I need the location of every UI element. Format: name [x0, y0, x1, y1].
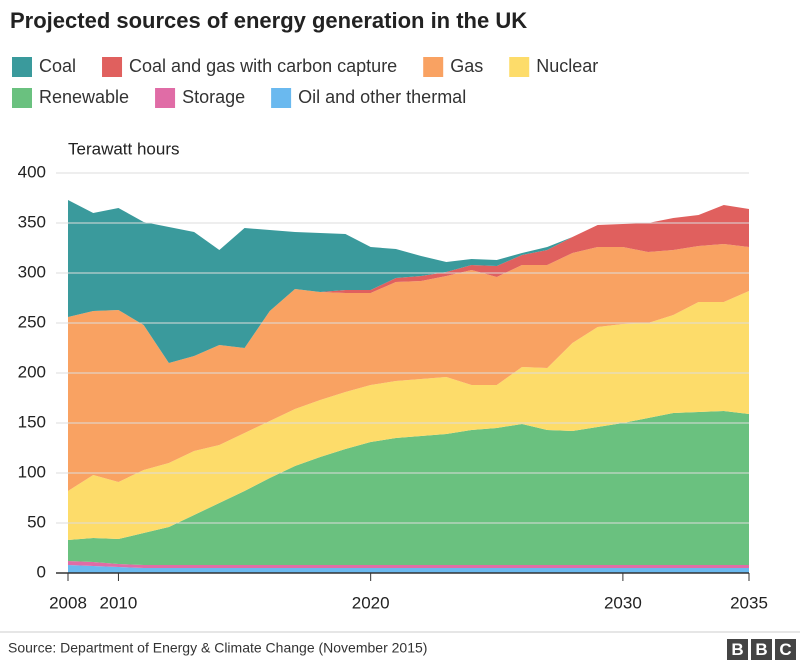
legend-label: Nuclear: [536, 56, 598, 76]
legend-label: Oil and other thermal: [298, 87, 466, 107]
area: [68, 561, 749, 568]
legend-swatch: [423, 57, 444, 77]
legend-swatch: [12, 88, 32, 108]
logo-box: [751, 639, 772, 660]
source: Source: Department of Energy & Climate C…: [8, 640, 427, 656]
legend-swatch: [155, 88, 176, 108]
y-tick-label: 250: [18, 312, 46, 331]
y-tick-label: 300: [18, 262, 46, 281]
y-axis-label: Terawatt hours: [68, 139, 180, 158]
legend-swatch: [271, 88, 292, 108]
y-tick-label: 100: [18, 462, 46, 481]
y-tick-label: 150: [18, 412, 46, 431]
x-tick-label: 2008: [49, 593, 87, 612]
legend-label: Gas: [450, 56, 483, 76]
legend-swatch: [509, 57, 530, 77]
logo-box: [775, 639, 796, 660]
y-tick-label: 200: [18, 362, 46, 381]
logo-letter: B: [755, 640, 767, 659]
area: [68, 205, 749, 363]
legend-label: Storage: [182, 87, 245, 107]
area: [68, 244, 749, 491]
area: [68, 200, 749, 363]
x-tick-label: 2020: [352, 593, 390, 612]
x-tick-label: 2010: [100, 593, 138, 612]
x-tick-label: 2030: [604, 593, 642, 612]
y-tick-label: 50: [27, 512, 46, 531]
plot-area: [68, 200, 749, 573]
area: [68, 565, 749, 573]
legend-swatch: [102, 57, 123, 77]
y-tick-label: 350: [18, 212, 46, 231]
y-tick-label: 400: [18, 162, 46, 181]
chart-title: Projected sources of energy generation i…: [10, 8, 527, 33]
logo-letter: B: [731, 640, 743, 659]
legend-label: Renewable: [39, 87, 129, 107]
legend-label: Coal and gas with carbon capture: [129, 56, 397, 76]
logo-box: [727, 639, 748, 660]
area: [68, 291, 749, 540]
y-tick-label: 0: [37, 562, 46, 581]
logo-letter: C: [779, 640, 791, 659]
legend-swatch: [12, 57, 32, 77]
x-tick-label: 2035: [730, 593, 768, 612]
area: [68, 411, 749, 565]
legend-label: Coal: [39, 56, 76, 76]
